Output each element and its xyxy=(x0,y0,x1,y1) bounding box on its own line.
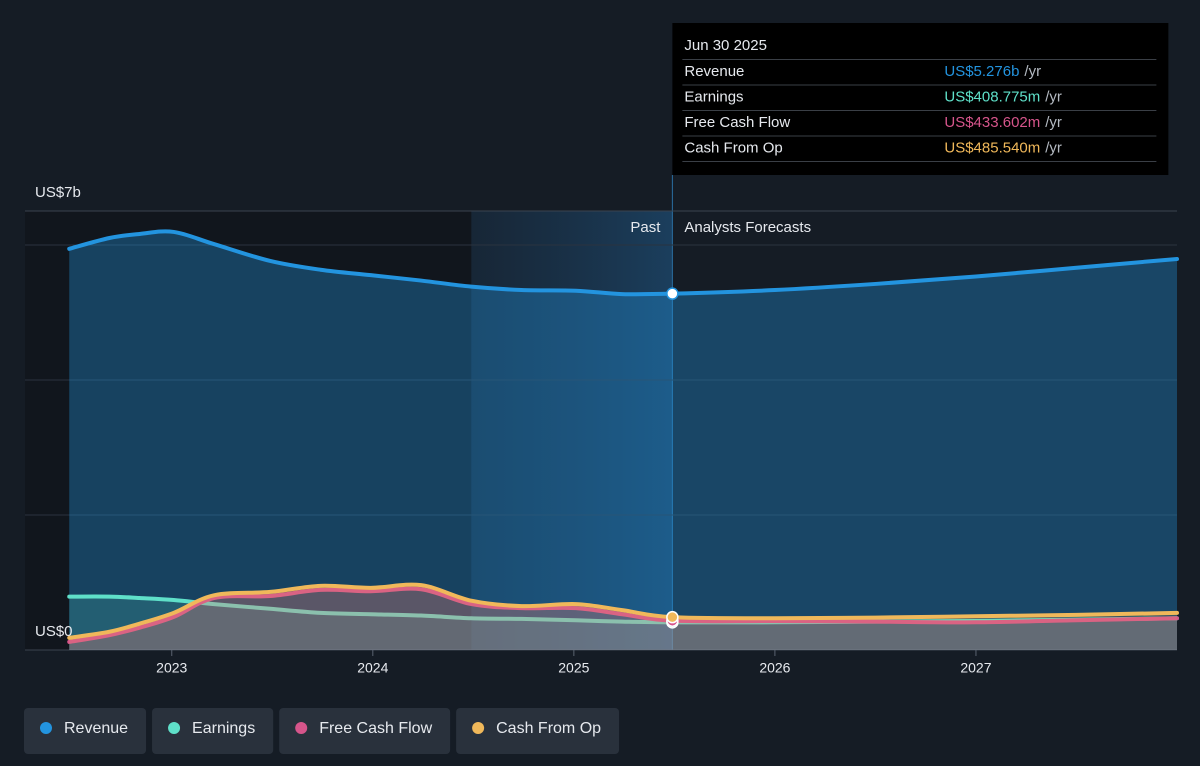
y-tick-label: US$7b xyxy=(35,184,81,201)
tooltip-label: Cash From Op xyxy=(684,139,782,156)
recent-past-region xyxy=(471,211,673,650)
x-tick-label: 2023 xyxy=(156,660,187,676)
series-area xyxy=(69,584,1178,650)
legend-swatch xyxy=(168,722,181,734)
legend-label: Revenue xyxy=(64,720,128,737)
x-tick-label: 2025 xyxy=(558,660,589,676)
series-line xyxy=(67,586,1179,644)
legend-item[interactable]: Earnings xyxy=(152,708,274,754)
tooltip-unit: /yr xyxy=(1024,63,1041,80)
tooltip-value-text: US$5.276b xyxy=(944,63,1019,80)
x-tick-label: 2027 xyxy=(960,660,991,676)
past-region xyxy=(25,211,472,650)
legend-label: Cash From Op xyxy=(496,720,601,737)
tooltip-unit: /yr xyxy=(1045,114,1062,131)
series-line xyxy=(67,229,1179,297)
legend-label: Earnings xyxy=(192,720,255,737)
legend-button[interactable] xyxy=(152,708,274,754)
past-label: Past xyxy=(630,219,661,236)
tooltip-unit: /yr xyxy=(1045,139,1062,156)
legend-item[interactable]: Free Cash Flow xyxy=(279,708,451,754)
legend-label: Free Cash Flow xyxy=(319,720,432,737)
highlight-dot xyxy=(666,610,679,624)
series-line xyxy=(67,582,1179,640)
series-area xyxy=(69,231,1178,650)
tooltip-value-text: US$433.602m xyxy=(944,114,1040,131)
tooltip-value-text: US$485.540m xyxy=(944,139,1040,156)
tooltip-value-text: US$408.775m xyxy=(944,88,1040,105)
tooltip-date: Jun 30 2025 xyxy=(684,37,767,54)
tooltip-value: US$485.540m/yr xyxy=(944,139,1062,156)
x-tick-label: 2026 xyxy=(759,660,790,676)
legend-button[interactable] xyxy=(456,708,620,754)
tooltip-unit: /yr xyxy=(1045,88,1062,105)
tooltip-value: US$5.276b/yr xyxy=(944,63,1041,80)
highlight-dot xyxy=(666,287,679,300)
legend-button[interactable] xyxy=(279,708,451,754)
legend-swatch xyxy=(295,722,308,734)
tooltip-label: Free Cash Flow xyxy=(684,114,790,131)
legend-button[interactable] xyxy=(24,708,147,754)
tooltip-label: Revenue xyxy=(684,63,744,80)
tooltip-label: Earnings xyxy=(684,88,743,105)
legend-swatch xyxy=(40,722,52,734)
y-tick-label: US$0 xyxy=(35,623,73,640)
forecast-label: Analysts Forecasts xyxy=(684,219,811,236)
series-area xyxy=(69,588,1178,650)
legend-item[interactable]: Cash From Op xyxy=(456,708,620,754)
legend-swatch xyxy=(472,722,485,734)
tooltip-value: US$408.775m/yr xyxy=(944,88,1062,105)
legend-item[interactable]: Revenue xyxy=(24,708,147,754)
x-tick-label: 2024 xyxy=(357,660,388,676)
tooltip-box xyxy=(672,23,1169,175)
tooltip-value: US$433.602m/yr xyxy=(944,114,1062,131)
